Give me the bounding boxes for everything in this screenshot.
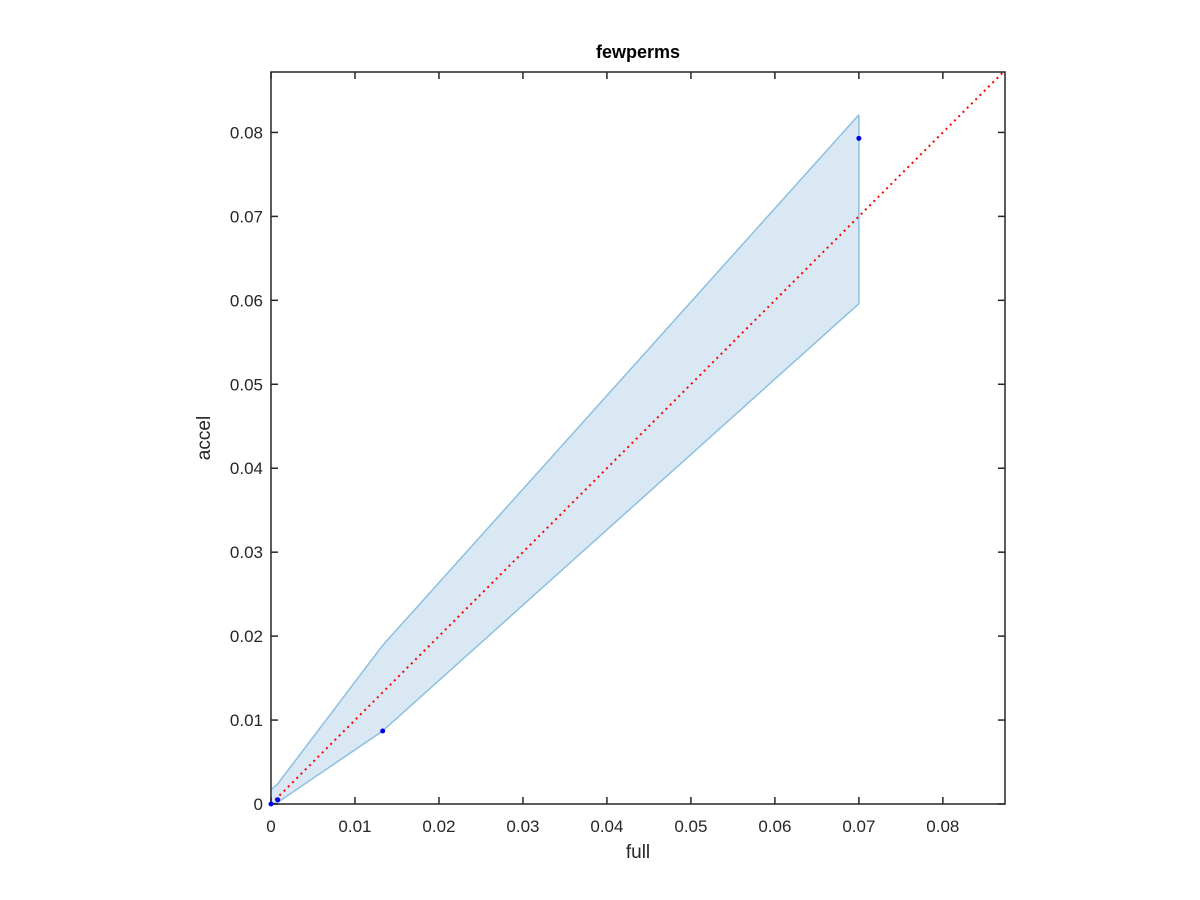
y-tick-label: 0.06: [230, 291, 263, 310]
data-point: [380, 728, 386, 734]
y-axis-label: accel: [194, 416, 215, 460]
y-tick-label: 0: [254, 795, 263, 814]
x-tick-label: 0: [266, 817, 275, 836]
x-tick-label: 0.01: [338, 817, 371, 836]
y-tick-label: 0.04: [230, 459, 263, 478]
axes: 0 0.01 0.02 0.03 0.04 0.05 0.06 0.07 0.08 0 0.01 0.…: [230, 71, 1006, 836]
data-point: [856, 135, 862, 141]
x-tick-label: 0.06: [758, 817, 791, 836]
x-tick-label: 0.05: [674, 817, 707, 836]
y-tick-label: 0.03: [230, 543, 263, 562]
y-tick-label: 0.02: [230, 627, 263, 646]
y-tick-label: 0.05: [230, 375, 263, 394]
x-tick-label: 0.08: [926, 817, 959, 836]
reference-line: [271, 72, 1005, 804]
data-point: [268, 801, 274, 807]
axes-box: [270, 71, 1006, 805]
plot-area: [271, 72, 1005, 804]
x-tick-label: 0.07: [842, 817, 875, 836]
y-tick-label: 0.08: [230, 123, 263, 142]
band-area: [271, 114, 859, 804]
chart-title: fewperms: [596, 42, 680, 62]
band-edge: [271, 114, 860, 791]
data-point: [275, 797, 281, 803]
y-tick-label: 0.01: [230, 711, 263, 730]
x-tick-label: 0.02: [422, 817, 455, 836]
band-edge: [271, 303, 860, 804]
x-tick-label: 0.04: [590, 817, 623, 836]
x-tick-label: 0.03: [506, 817, 539, 836]
y-tick-label: 0.07: [230, 207, 263, 226]
x-axis-label: full: [626, 842, 650, 863]
